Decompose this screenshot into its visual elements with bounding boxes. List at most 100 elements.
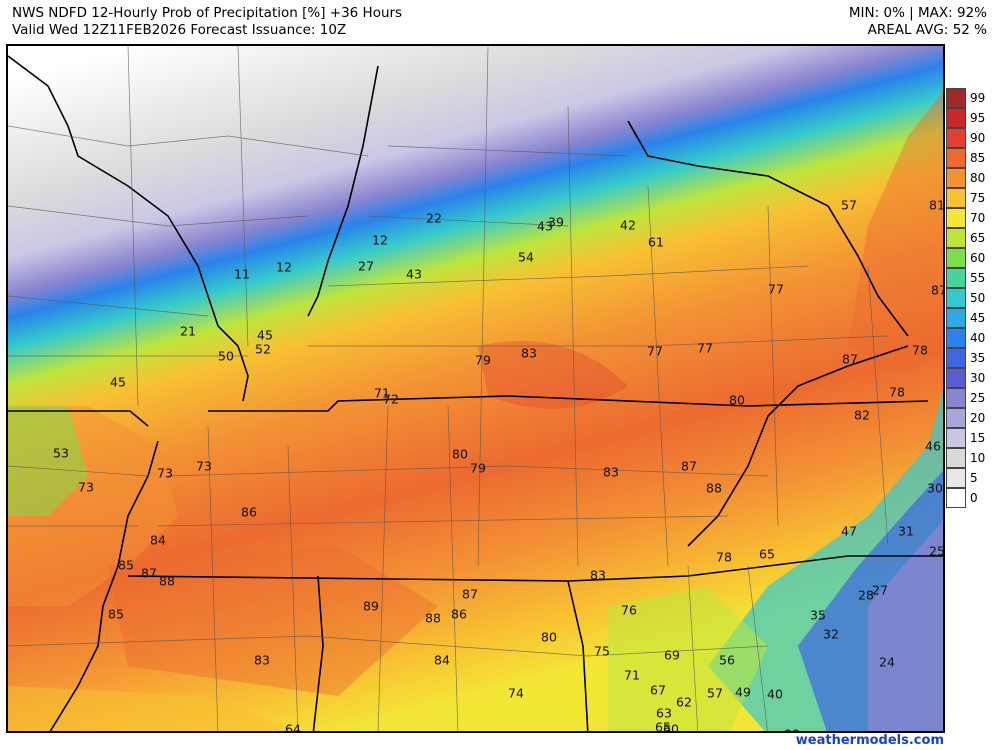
map-value-label: 30 xyxy=(927,480,943,496)
legend-tick-label: 25 xyxy=(970,391,986,405)
map-value-label: 11 xyxy=(234,266,250,282)
map-value-label: 77 xyxy=(647,343,663,359)
map-value-label: 74 xyxy=(508,685,524,701)
map-value-label: 60 xyxy=(663,721,679,733)
legend-tick-label: 15 xyxy=(970,431,986,445)
map-value-label: 88 xyxy=(425,610,441,626)
map-value-label: 12 xyxy=(372,232,388,248)
map-value-label: 45 xyxy=(257,327,273,343)
map-value-label: 40 xyxy=(767,686,783,702)
map-value-label: 65 xyxy=(655,719,671,733)
map-value-label: 79 xyxy=(470,460,486,476)
map-value-label: 46 xyxy=(925,438,941,454)
map-value-label: 78 xyxy=(912,342,928,358)
map-value-label: 86 xyxy=(241,504,257,520)
map-value-label: 28 xyxy=(858,587,874,603)
map-value-label: 84 xyxy=(434,652,450,668)
map-value-label: 32 xyxy=(823,626,839,642)
legend-tick-label: 65 xyxy=(970,231,986,245)
legend-swatch xyxy=(946,368,966,388)
legend-tick-label: 90 xyxy=(970,131,986,145)
map-value-label: 39 xyxy=(548,214,564,230)
map-value-label: 84 xyxy=(150,532,166,548)
map-value-label: 49 xyxy=(735,684,751,700)
legend-swatch xyxy=(946,88,966,108)
legend-swatch xyxy=(946,128,966,148)
precip-probability-map: 22 12 27 43 39 43 42 61 54 11 12 21 45 50 52 45 57 81 8 77 7… xyxy=(6,44,945,733)
map-value-label: 73 xyxy=(157,465,173,481)
map-title: NWS NDFD 12-Hourly Prob of Precipitation… xyxy=(12,5,403,21)
map-value-label: 82 xyxy=(854,407,870,423)
map-value-label: 81 xyxy=(929,197,945,213)
map-value-label: 78 xyxy=(716,549,732,565)
legend-swatch xyxy=(946,408,966,428)
legend-swatch xyxy=(946,168,966,188)
map-value-label: 87 xyxy=(842,351,858,367)
map-value-label: 53 xyxy=(53,445,69,461)
map-value-label: 75 xyxy=(594,643,610,659)
map-value-label: 77 xyxy=(697,340,713,356)
map-value-label: 71 xyxy=(624,667,640,683)
map-value-label: 47 xyxy=(841,523,857,539)
map-value-label: 73 xyxy=(78,479,94,495)
map-value-label: 45 xyxy=(110,374,126,390)
map-value-label: 56 xyxy=(719,652,735,668)
map-value-label: 12 xyxy=(276,259,292,275)
areal-average-readout: AREAL AVG: 52 % xyxy=(867,22,987,38)
map-value-label: 25 xyxy=(929,543,945,559)
map-value-label: 57 xyxy=(841,197,857,213)
legend-swatch xyxy=(946,148,966,168)
map-value-label: 65 xyxy=(759,546,775,562)
map-value-label: 54 xyxy=(518,249,534,265)
legend-tick-label: 85 xyxy=(970,151,986,165)
map-value-label: 87 xyxy=(931,282,943,298)
legend-tick-label: 40 xyxy=(970,331,986,345)
map-value-label: 42 xyxy=(620,217,636,233)
legend-swatch xyxy=(946,188,966,208)
map-value-label: 87 xyxy=(681,458,697,474)
legend-tick-label: 45 xyxy=(970,311,986,325)
legend-tick-label: 99 xyxy=(970,91,986,105)
map-value-label: 88 xyxy=(706,480,722,496)
map-value-label: 62 xyxy=(676,694,692,710)
map-value-label: 43 xyxy=(406,266,422,282)
map-value-label: 83 xyxy=(521,345,537,361)
map-value-label: 83 xyxy=(603,464,619,480)
map-value-label: 85 xyxy=(108,606,124,622)
legend-tick-label: 35 xyxy=(970,351,986,365)
legend-swatch xyxy=(946,448,966,468)
map-value-label: 88 xyxy=(159,573,175,589)
map-value-label: 83 xyxy=(590,567,606,583)
map-value-label: 24 xyxy=(879,654,895,670)
valid-time: Valid Wed 12Z11FEB2026 Forecast Issuance… xyxy=(12,22,347,38)
map-value-label: 80 xyxy=(452,446,468,462)
source-credit: weathermodels.com xyxy=(795,733,944,748)
map-value-label: 73 xyxy=(196,458,212,474)
min-max-readout: MIN: 0% | MAX: 92% xyxy=(848,5,987,21)
legend-swatch xyxy=(946,268,966,288)
legend-swatch xyxy=(946,468,966,488)
legend-tick-label: 30 xyxy=(970,371,986,385)
map-value-label: 63 xyxy=(656,705,672,721)
map-value-label: 89 xyxy=(363,598,379,614)
legend-swatch xyxy=(946,208,966,228)
legend-swatch xyxy=(946,288,966,308)
map-value-label: 85 xyxy=(118,557,134,573)
map-value-label: 72 xyxy=(383,391,399,407)
map-value-label: 35 xyxy=(810,607,826,623)
legend-tick-label: 5 xyxy=(970,471,978,485)
map-value-label: 27 xyxy=(872,582,888,598)
map-value-label: 64 xyxy=(285,721,301,733)
legend-tick-label: 50 xyxy=(970,291,986,305)
map-value-label: 31 xyxy=(898,523,914,539)
legend-tick-label: 75 xyxy=(970,191,986,205)
map-value-label: 57 xyxy=(707,685,723,701)
map-value-label: 80 xyxy=(729,392,745,408)
map-value-label: 61 xyxy=(648,234,664,250)
map-value-label: 67 xyxy=(650,682,666,698)
map-value-label: 83 xyxy=(254,652,270,668)
map-value-label: 80 xyxy=(541,629,557,645)
legend-tick-label: 70 xyxy=(970,211,986,225)
legend-swatch xyxy=(946,308,966,328)
legend-swatch xyxy=(946,108,966,128)
